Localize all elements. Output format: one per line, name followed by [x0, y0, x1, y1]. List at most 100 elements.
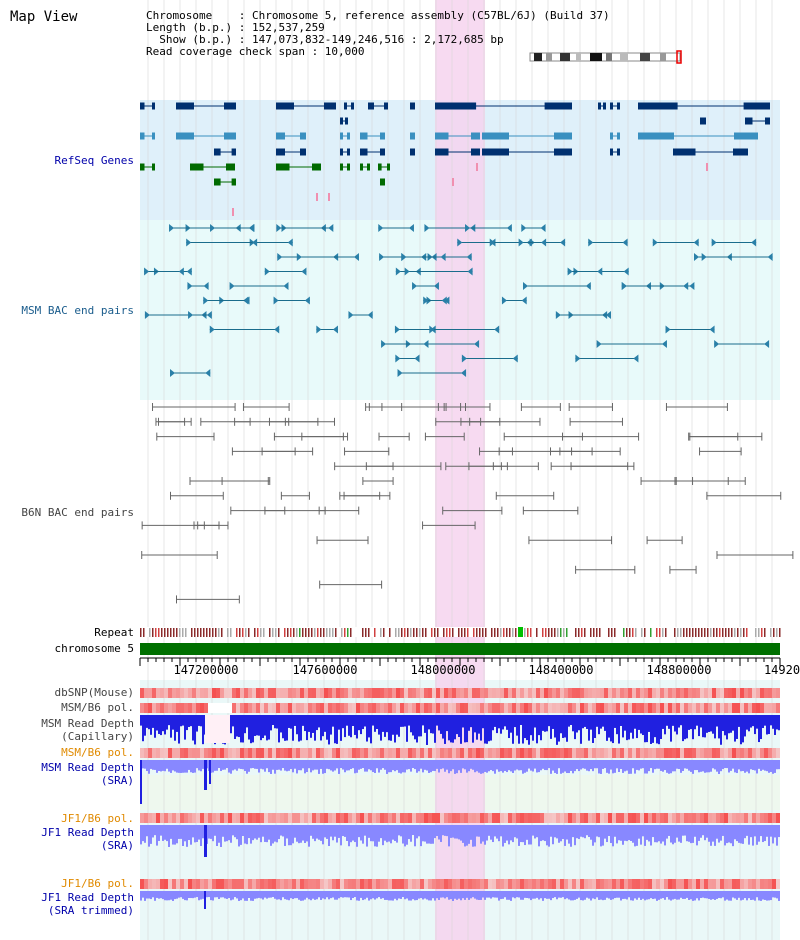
info-show: Show (b.p.) : 147,073,832-149,246,516 : …	[146, 33, 504, 46]
depth-bar	[590, 715, 592, 730]
depth-bar	[472, 825, 474, 847]
depth-bar	[396, 891, 398, 901]
depth-bar	[160, 891, 162, 899]
pol-cell	[316, 748, 320, 758]
track-label-msm-depth-sra[interactable]: MSM Read Depth	[41, 761, 134, 774]
depth-gap	[205, 715, 230, 743]
depth-bar	[152, 825, 154, 838]
repeat-element	[779, 628, 781, 637]
bac-end-marker	[661, 340, 667, 348]
depth-bar	[742, 715, 744, 743]
track-label-jf1-depth-trim[interactable]: JF1 Read Depth	[41, 891, 134, 904]
depth-bar	[594, 891, 596, 900]
depth-bar	[146, 760, 148, 772]
depth-bar	[544, 715, 546, 732]
depth-bar	[528, 760, 530, 769]
pol-cell	[448, 748, 452, 758]
pol-cell	[756, 813, 760, 823]
depth-bar	[542, 891, 544, 901]
pol-cell	[672, 879, 676, 889]
depth-bar	[342, 715, 344, 729]
region-info: Chromosome : Chromosome 5, reference ass…	[146, 10, 610, 58]
depth-bar	[512, 825, 514, 843]
depth-bar	[654, 760, 656, 770]
depth-bar	[450, 891, 452, 900]
track-label-dbsnp[interactable]: dbSNP(Mouse)	[54, 686, 134, 699]
depth-bar	[304, 715, 306, 732]
depth-bar	[142, 715, 144, 742]
repeat-element	[272, 628, 274, 637]
pol-cell	[216, 748, 220, 758]
track-label-msm-b6-pol-2[interactable]: MSM/B6 pol.	[61, 746, 134, 759]
depth-bar	[356, 760, 358, 773]
depth-bar	[372, 891, 374, 899]
depth-bar	[156, 825, 158, 846]
depth-bar	[720, 825, 722, 841]
repeat-element	[596, 628, 598, 637]
pol-cell	[360, 813, 364, 823]
depth-bar	[290, 825, 292, 846]
track-label-msm-depth-cap[interactable]: MSM Read Depth	[41, 717, 134, 730]
pol-cell	[380, 703, 384, 713]
repeat-element	[161, 628, 163, 637]
pol-cell	[192, 703, 196, 713]
dbsnp-cell	[456, 688, 460, 698]
track-label-msm-bac[interactable]: MSM BAC end pairs	[21, 304, 134, 317]
bac-end-marker	[506, 224, 512, 232]
pol-cell	[176, 813, 180, 823]
depth-bar	[260, 760, 262, 769]
depth-bar	[600, 825, 602, 847]
ideogram-band	[660, 53, 666, 61]
pol-cell	[652, 813, 656, 823]
track-label-jf1-b6-pol[interactable]: JF1/B6 pol.	[61, 812, 134, 825]
depth-bar	[696, 715, 698, 726]
depth-bar	[630, 760, 632, 774]
depth-bar	[616, 760, 618, 769]
depth-bar	[562, 825, 564, 840]
depth-bar	[148, 715, 150, 730]
pol-cell	[284, 703, 288, 713]
depth-bar	[508, 715, 510, 739]
depth-bar	[302, 760, 304, 769]
gene-exon	[387, 163, 390, 171]
track-label-jf1-b6-pol-2[interactable]: JF1/B6 pol.	[61, 877, 134, 890]
depth-bar	[540, 760, 542, 771]
pol-cell	[580, 879, 584, 889]
depth-bar	[280, 760, 282, 771]
depth-bar	[648, 715, 650, 732]
pol-cell	[300, 879, 304, 889]
track-label-jf1-depth-sra[interactable]: JF1 Read Depth	[41, 826, 134, 839]
depth-bar	[622, 891, 624, 899]
depth-bar	[590, 891, 592, 901]
track-label-chromosome[interactable]: chromosome 5	[54, 642, 134, 655]
track-label-msm-b6-pol[interactable]: MSM/B6 pol.	[61, 701, 134, 714]
gene-marker	[328, 193, 330, 201]
depth-bar	[248, 760, 250, 772]
depth-bar	[220, 760, 222, 772]
pol-cell	[164, 703, 168, 713]
pol-cell	[520, 813, 524, 823]
depth-bar	[776, 760, 778, 770]
depth-bar	[372, 760, 374, 773]
depth-bar	[558, 715, 560, 742]
depth-bar	[740, 825, 742, 844]
track-label-repeat[interactable]: Repeat	[94, 626, 134, 639]
pol-cell	[336, 703, 340, 713]
pol-cell	[768, 879, 772, 889]
depth-bar	[580, 891, 582, 901]
pol-cell	[384, 879, 388, 889]
track-label-refseq[interactable]: RefSeq Genes	[54, 154, 134, 167]
depth-bar	[428, 891, 430, 901]
dbsnp-cell	[328, 688, 332, 698]
depth-bar	[660, 760, 662, 771]
repeat-element	[722, 628, 724, 637]
depth-bar	[582, 760, 584, 769]
pol-cell	[180, 748, 184, 758]
pol-cell	[392, 703, 396, 713]
dbsnp-cell	[548, 688, 552, 698]
depth-bar	[406, 891, 408, 899]
pol-cell	[600, 748, 604, 758]
track-label-b6n-bac[interactable]: B6N BAC end pairs	[21, 506, 134, 519]
pol-cell	[572, 703, 576, 713]
pol-cell	[412, 879, 416, 889]
